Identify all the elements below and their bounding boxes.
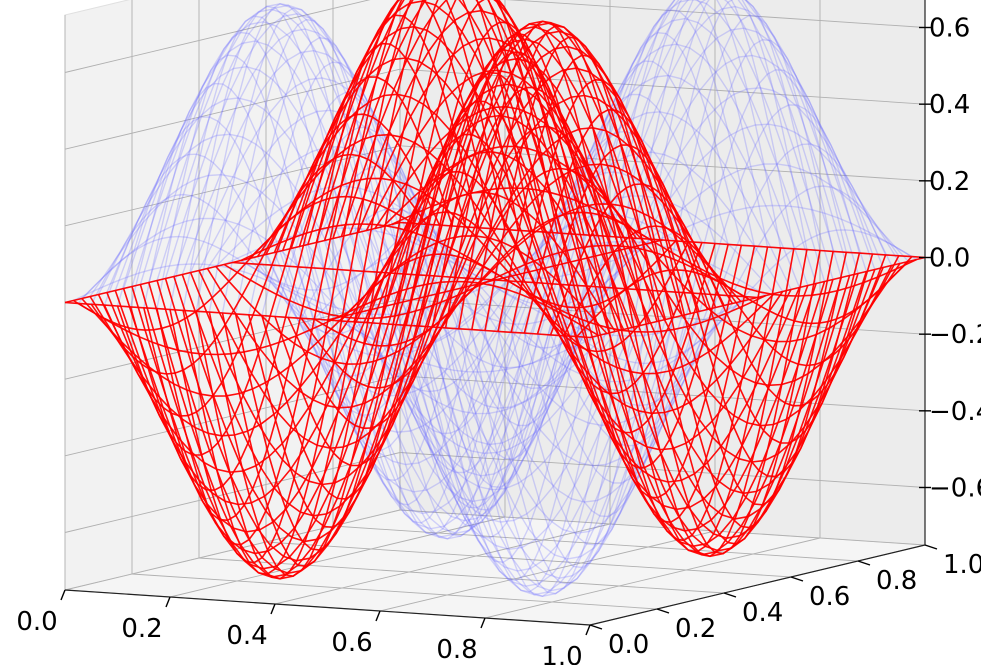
grid-line	[198, 557, 725, 594]
wire-line	[290, 0, 817, 532]
wire-line	[340, 0, 868, 520]
x-axis-line	[64, 589, 591, 626]
y-tick-label: 0.6	[809, 582, 850, 612]
x-tick-mark	[60, 589, 66, 601]
y-tick-mark	[924, 544, 938, 550]
z-tick-label: −0.2	[929, 320, 981, 350]
z-tick-label: 0.6	[929, 14, 970, 44]
x-tick-mark	[480, 617, 486, 629]
grid-line	[332, 525, 859, 562]
grid-line	[399, 452, 926, 488]
grid-line	[131, 573, 658, 610]
y-tick-label: 0.0	[608, 630, 649, 660]
wire-line	[549, 183, 887, 407]
wire-line	[357, 37, 884, 463]
grid-line	[169, 516, 506, 598]
y-axis-line	[589, 544, 926, 626]
grid-line	[399, 375, 926, 412]
wire-line	[392, 100, 729, 469]
z-tick-label: 0.0	[929, 244, 970, 274]
wire-line	[353, 211, 690, 353]
grid-line	[505, 0, 926, 28]
grid-line	[64, 375, 401, 457]
x-tick-label: 0.2	[121, 614, 162, 644]
y-tick-mark	[857, 560, 871, 566]
x-tick-label: 0.4	[226, 621, 267, 651]
grid-line	[64, 509, 401, 591]
wire-line	[431, 32, 769, 542]
grid-line	[379, 530, 716, 612]
y-tick-mark	[723, 592, 737, 598]
x-tick-mark	[165, 596, 171, 608]
wire-line	[576, 256, 913, 338]
x-tick-mark	[585, 624, 591, 636]
x-tick-label: 0.6	[331, 628, 372, 658]
wire-line	[315, 0, 843, 558]
grid-line	[64, 68, 401, 150]
y-tick-label: 0.2	[675, 614, 716, 644]
wire-line	[349, 9, 876, 495]
wire-line	[399, 221, 926, 259]
z-tick-label: 0.4	[929, 90, 970, 120]
y-tick-label: 0.8	[876, 566, 917, 596]
x-tick-label: 0.0	[16, 607, 57, 637]
wire-line	[273, 57, 801, 483]
y-tick-mark	[589, 624, 603, 630]
wire-line	[589, 256, 926, 339]
grid-line	[484, 537, 821, 619]
wire-line	[405, 71, 743, 499]
grid-line	[64, 452, 401, 533]
y-tick-label: 0.4	[742, 598, 783, 628]
grid-line	[399, 509, 926, 546]
wire-line	[248, 177, 775, 375]
wire-line	[510, 78, 848, 506]
x-tick-mark	[270, 603, 276, 615]
x-tick-label: 0.8	[436, 635, 477, 665]
x-tick-label: 1.0	[541, 642, 582, 665]
wire-line	[307, 0, 834, 556]
wire-line	[484, 36, 821, 545]
wire-line	[382, 145, 909, 343]
series-red-wireframe	[64, 0, 926, 580]
wire-line	[365, 69, 893, 427]
y-tick-mark	[790, 576, 804, 582]
wire-line	[265, 93, 792, 451]
grid-line	[64, 0, 371, 73]
z-tick-label: 0.2	[929, 167, 970, 197]
wire-line	[563, 225, 900, 367]
x-tick-mark	[375, 610, 381, 622]
y-tick-label: 1.0	[943, 550, 981, 580]
wire-line	[391, 187, 917, 297]
wire-line	[332, 0, 859, 540]
z-tick-label: −0.6	[929, 474, 981, 504]
tick-labels: 0.0 0.2 0.4 0.6 0.8 1.0 0.0 0.2 0.4 0.6 0.8 1.0 −0.6…	[16, 14, 981, 665]
z-tick-label: −0.4	[929, 397, 981, 427]
wire-line	[374, 105, 901, 387]
grid-line	[265, 541, 792, 578]
y-tick-mark	[656, 608, 670, 614]
grid-line	[274, 523, 611, 605]
wire-line	[379, 133, 716, 434]
grid-line	[64, 145, 401, 227]
